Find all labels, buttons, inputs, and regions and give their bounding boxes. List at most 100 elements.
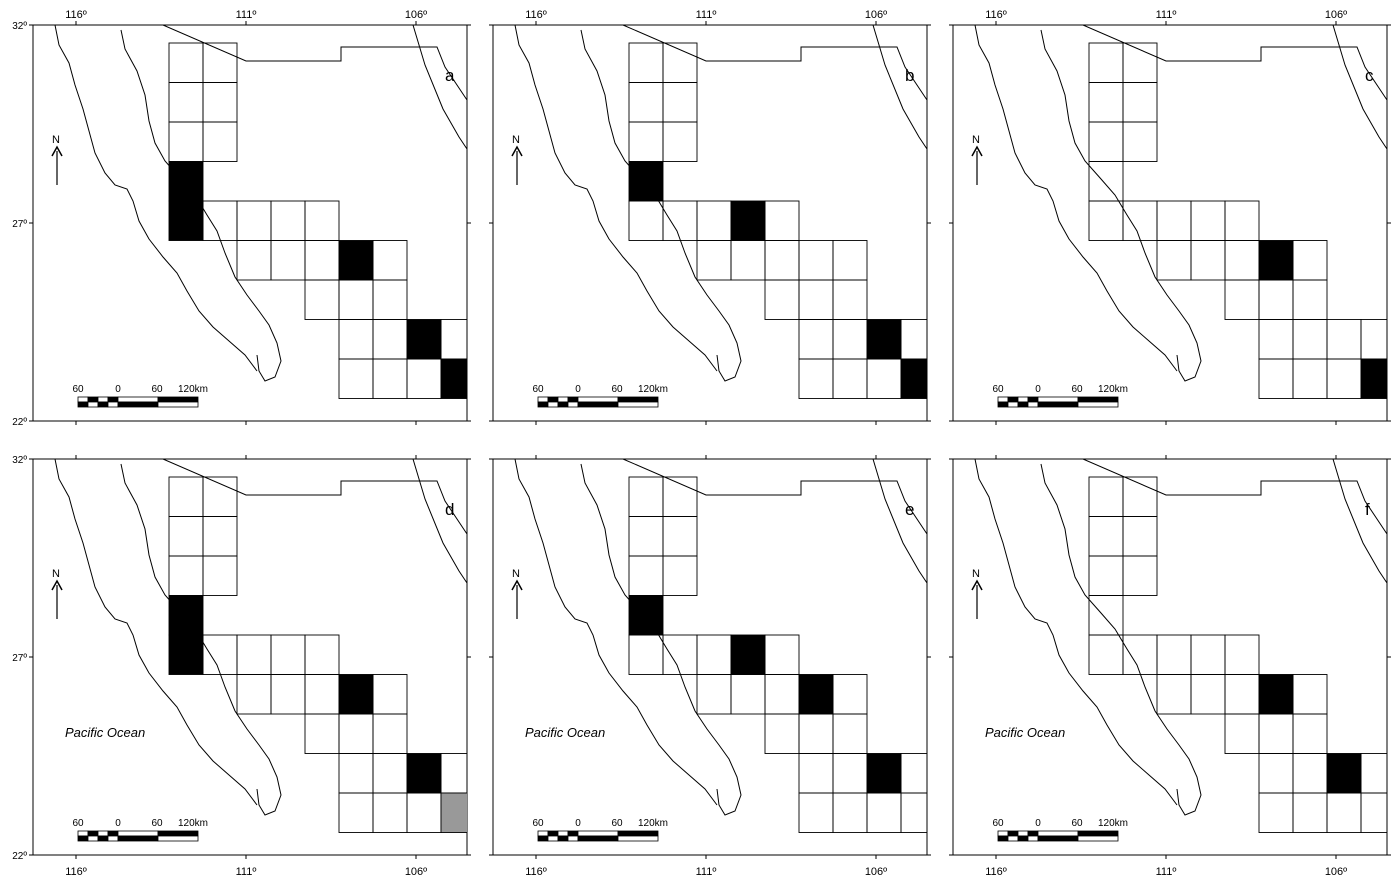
scale-segment xyxy=(1007,835,1019,842)
lon-label-bottom: 106º xyxy=(405,866,427,878)
scale-segment xyxy=(557,830,569,837)
panel-label: b xyxy=(905,66,914,85)
lat-label: 27º xyxy=(12,653,27,664)
grid-cell xyxy=(798,674,834,715)
map-panel-e: e N Pacific Ocean 60 0 60 120km 116º 111º 106º xyxy=(489,455,931,878)
coastline-usBorder xyxy=(622,25,927,101)
panel-label: d xyxy=(445,500,454,519)
lon-label-top: 106º xyxy=(865,9,887,21)
scale-bar: 60 0 60 120km xyxy=(72,384,208,408)
grid-cell xyxy=(202,555,238,596)
scale-segment xyxy=(1077,396,1119,403)
scale-segment xyxy=(157,835,199,842)
scale-segment xyxy=(537,401,549,408)
grid-cell xyxy=(1122,555,1158,596)
scale-label: 120km xyxy=(1098,818,1128,829)
scale-segment xyxy=(77,396,89,403)
scale-segment xyxy=(107,396,119,403)
grid-cell xyxy=(764,200,800,241)
north-label: N xyxy=(52,568,60,580)
lat-label: 22º xyxy=(12,417,27,428)
grid-cell xyxy=(900,792,927,833)
scale-segment xyxy=(117,396,159,403)
scale-segment xyxy=(577,401,619,408)
lon-label-bottom: 116º xyxy=(525,866,547,878)
coastline-mainCoast2 xyxy=(412,25,467,150)
scale-segment xyxy=(547,396,559,403)
coastline-peninsulaE xyxy=(580,29,742,382)
north-arrow-icon xyxy=(971,145,983,157)
grid-cell xyxy=(440,358,467,399)
scale-bar: 60 0 60 120km xyxy=(992,384,1128,408)
scale-segment xyxy=(547,830,559,837)
ocean-label: Pacific Ocean xyxy=(65,725,145,740)
scale-label: 60 xyxy=(611,818,623,829)
scale-segment xyxy=(1037,396,1079,403)
scale-label: 60 xyxy=(151,384,163,395)
scale-segment xyxy=(557,401,569,408)
scale-label: 0 xyxy=(1035,384,1041,395)
lon-label-bottom: 111º xyxy=(696,866,717,878)
coastline-peninsulaE xyxy=(120,463,282,816)
scale-segment xyxy=(997,396,1009,403)
scale-label: 120km xyxy=(1098,384,1128,395)
scale-segment xyxy=(1077,830,1119,837)
coastline-peninsulaE xyxy=(580,463,742,816)
lon-label-top: 111º xyxy=(696,9,717,21)
scale-segment xyxy=(537,835,549,842)
north-label: N xyxy=(512,568,520,580)
scale-segment xyxy=(567,835,579,842)
scale-segment xyxy=(557,835,569,842)
panel-label: c xyxy=(1365,66,1374,85)
coastline-peninsulaE xyxy=(1040,463,1202,816)
panel-frame xyxy=(32,458,468,856)
coastline-peninsulaW xyxy=(54,25,258,372)
scale-segment xyxy=(1027,396,1039,403)
scale-segment xyxy=(77,401,89,408)
coastline-peninsulaW xyxy=(514,25,718,372)
map-panel-a: a N 60 0 60 120km 116º 111º 106º 32º 27º 22º xyxy=(12,9,471,428)
lon-label-top: 106º xyxy=(405,9,427,21)
scale-label: 120km xyxy=(638,818,668,829)
scale-segment xyxy=(537,830,549,837)
scale-segment xyxy=(997,835,1009,842)
scale-segment xyxy=(97,401,109,408)
map-content xyxy=(54,25,467,399)
map-content xyxy=(514,459,927,833)
coastline-mainCoast2 xyxy=(1332,459,1387,584)
grid-cell xyxy=(1224,634,1260,675)
coastline-peninsulaW xyxy=(974,459,1178,806)
scale-segment xyxy=(87,396,99,403)
scale-segment xyxy=(1017,830,1029,837)
grid-cell xyxy=(662,121,698,162)
scale-segment xyxy=(997,401,1009,408)
scale-segment xyxy=(1037,830,1079,837)
scale-segment xyxy=(537,396,549,403)
scale-segment xyxy=(77,835,89,842)
scale-segment xyxy=(87,835,99,842)
grid-cell xyxy=(1258,674,1294,715)
lon-label-bottom: 111º xyxy=(236,866,257,878)
north-arrow-icon xyxy=(51,579,63,591)
coastline-peninsulaW xyxy=(514,459,718,806)
scale-segment xyxy=(107,835,119,842)
map-content xyxy=(974,459,1387,833)
lon-label-bottom: 106º xyxy=(1325,866,1347,878)
grid-cell xyxy=(1122,121,1158,162)
grid-cell xyxy=(338,674,374,715)
grid-cell xyxy=(406,753,442,794)
north-label: N xyxy=(52,134,60,146)
scale-label: 0 xyxy=(1035,818,1041,829)
coastline-peninsulaE xyxy=(120,29,282,382)
scale-segment xyxy=(87,830,99,837)
north-label: N xyxy=(512,134,520,146)
scale-segment xyxy=(567,396,579,403)
lat-label: 27º xyxy=(12,219,27,230)
lon-label-top: 111º xyxy=(236,9,257,21)
scale-segment xyxy=(1077,835,1119,842)
panel-frame xyxy=(492,458,928,856)
scale-bar: 60 0 60 120km xyxy=(532,384,668,408)
scale-segment xyxy=(557,396,569,403)
scale-segment xyxy=(157,830,199,837)
